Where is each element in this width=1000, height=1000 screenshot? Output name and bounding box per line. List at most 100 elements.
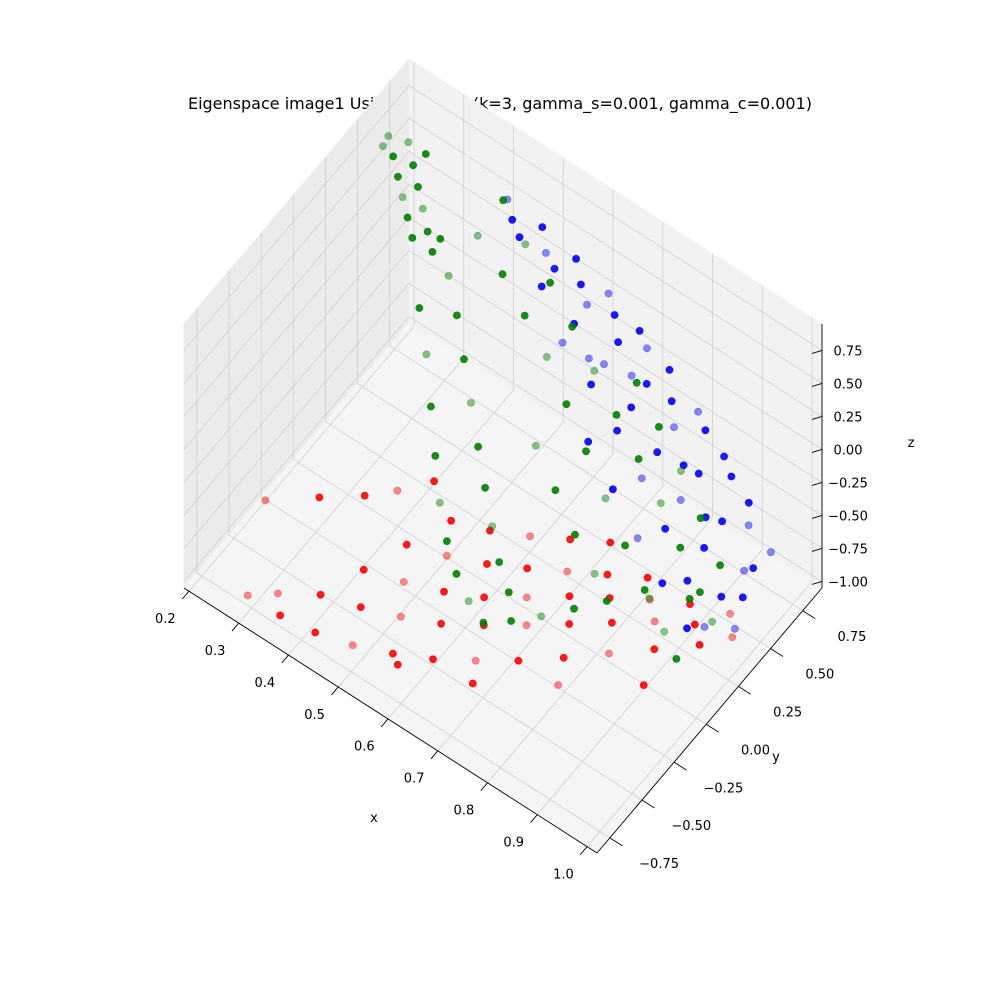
data-point-series-1 (635, 326, 644, 335)
data-point-series-3 (498, 270, 507, 279)
data-point-series-3 (521, 240, 530, 249)
data-point-series-3 (621, 541, 629, 550)
data-point-series-1 (515, 233, 524, 242)
data-point-series-2 (565, 592, 574, 601)
data-point-series-1 (738, 593, 747, 602)
data-point-series-3 (431, 451, 440, 460)
data-point-series-3 (507, 617, 515, 625)
x-tick-label: 1.0 (553, 867, 574, 882)
x-tick (480, 782, 488, 792)
data-points (243, 132, 775, 689)
data-point-series-3 (384, 132, 393, 140)
data-point-series-2 (566, 535, 575, 544)
z-tick-label: −1.00 (828, 575, 868, 590)
z-tick (811, 547, 823, 552)
grid-line-y (389, 81, 803, 612)
data-point-series-3 (582, 447, 590, 456)
data-point-series-3 (520, 311, 529, 320)
data-point-series-3 (444, 271, 453, 280)
data-point-series-3 (570, 604, 578, 613)
data-point-series-3 (423, 227, 432, 236)
data-point-series-1 (637, 474, 646, 483)
data-point-series-2 (523, 564, 532, 573)
grid-line-y (260, 233, 675, 763)
z-tick-label: 0.50 (834, 377, 863, 392)
y-tick-label: 0.25 (773, 706, 802, 721)
grid-line-x (487, 253, 713, 784)
data-point-series-1 (587, 380, 595, 389)
data-point-series-1 (572, 254, 580, 263)
data-point-series-3 (409, 161, 417, 170)
x-axis-label: x (370, 811, 378, 826)
data-point-series-2 (480, 593, 488, 602)
z-tick-label: 0.00 (834, 443, 863, 458)
data-point-series-1 (550, 264, 559, 273)
data-point-series-2 (402, 540, 411, 549)
data-point-series-3 (677, 467, 685, 475)
data-point-series-2 (522, 593, 531, 602)
data-point-series-3 (426, 402, 435, 411)
data-point-series-2 (608, 618, 616, 627)
grid-line-z (183, 183, 823, 450)
data-point-series-3 (656, 499, 665, 507)
data-point-series-2 (650, 645, 659, 654)
data-point-series-2 (559, 653, 568, 662)
data-point-series-3 (602, 597, 611, 605)
data-point-series-3 (632, 378, 641, 387)
data-point-series-3 (708, 617, 716, 626)
data-point-series-3 (571, 530, 579, 539)
data-point-series-3 (389, 152, 397, 161)
data-point-series-1 (658, 579, 667, 588)
data-point-series-2 (468, 679, 477, 688)
data-point-series-2 (639, 681, 648, 689)
data-point-series-3 (415, 304, 424, 312)
data-point-series-1 (627, 403, 636, 412)
z-tick (811, 415, 823, 420)
data-point-series-1 (661, 524, 670, 533)
y-tick (609, 837, 623, 847)
data-point-series-1 (542, 248, 550, 257)
data-point-series-1 (676, 496, 685, 504)
data-point-series-3 (414, 182, 422, 191)
grid-line-z (183, 150, 823, 417)
x-tick-label: 0.8 (454, 804, 475, 819)
grid-line-x (337, 157, 564, 688)
x-tick (579, 846, 588, 855)
data-point-series-3 (479, 618, 488, 627)
data-point-series-2 (359, 565, 368, 574)
z-tick-label: −0.25 (828, 476, 868, 491)
data-point-series-3 (422, 350, 431, 359)
data-point-series-3 (418, 204, 427, 213)
z-tick-label: −0.50 (828, 509, 868, 524)
data-point-series-1 (749, 564, 758, 572)
z-tick (811, 349, 823, 354)
data-point-series-3 (428, 247, 437, 256)
grid-line-y (357, 119, 771, 649)
data-point-series-1 (683, 624, 691, 633)
data-point-series-2 (430, 477, 438, 486)
y-axis-line (596, 587, 823, 854)
grid-line-y (325, 157, 739, 687)
data-point-series-2 (522, 621, 531, 630)
data-point-series-3 (404, 138, 413, 147)
data-point-series-2 (276, 611, 285, 620)
data-point-series-1 (610, 311, 619, 319)
z-tick (811, 514, 823, 519)
data-point-series-3 (590, 366, 599, 375)
data-point-series-2 (396, 612, 405, 621)
data-point-series-2 (690, 620, 699, 629)
data-point-series-2 (393, 486, 402, 495)
axis-panes (183, 57, 823, 854)
data-point-series-3 (542, 353, 551, 361)
data-point-series-3 (546, 278, 554, 287)
data-point-series-2 (356, 603, 365, 611)
z-tick (811, 481, 823, 486)
data-point-series-3 (504, 588, 513, 597)
data-point-series-2 (554, 681, 563, 689)
data-point-series-2 (315, 493, 324, 502)
data-point-series-2 (606, 538, 615, 547)
z-tick-label: −0.75 (828, 542, 868, 557)
z-tick-label: 0.25 (834, 410, 863, 425)
axis-lines (183, 324, 823, 854)
data-point-series-1 (720, 452, 728, 461)
